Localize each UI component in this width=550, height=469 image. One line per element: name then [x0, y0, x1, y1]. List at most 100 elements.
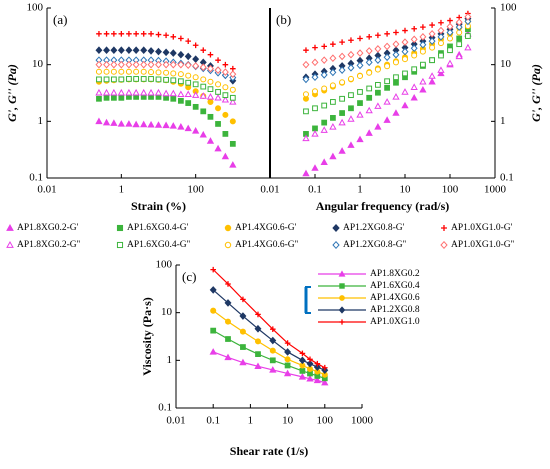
y-tick-label: 0.1: [158, 402, 172, 414]
marker: [169, 89, 177, 97]
marker: [339, 39, 345, 45]
marker: [210, 307, 217, 314]
marker: [392, 109, 400, 116]
marker: [401, 56, 409, 63]
marker: [229, 86, 236, 93]
marker: [221, 152, 230, 160]
marker: [103, 94, 110, 101]
marker: [170, 95, 177, 102]
marker: [455, 18, 463, 27]
marker: [366, 69, 373, 76]
marker: [255, 351, 261, 358]
marker: [155, 69, 162, 76]
legend-marker: [332, 240, 340, 250]
marker: [240, 344, 246, 350]
marker: [207, 51, 214, 58]
marker: [177, 78, 184, 85]
marker: [357, 35, 363, 42]
marker: [428, 72, 436, 79]
line: [212, 289, 326, 371]
marker: [222, 84, 229, 91]
x-tick-label: 1: [119, 184, 125, 196]
marker: [329, 82, 336, 89]
marker: [206, 93, 215, 100]
x-tick-label: 0.1: [206, 415, 220, 427]
marker: [221, 68, 229, 76]
marker: [410, 44, 418, 53]
x-tick-label: 0.01: [166, 415, 185, 427]
marker: [110, 88, 118, 96]
marker: [229, 161, 237, 168]
marker: [155, 47, 162, 56]
marker: [133, 68, 140, 75]
marker: [410, 93, 418, 101]
marker: [456, 41, 463, 48]
x-tick-label: 1000: [351, 415, 374, 427]
marker: [229, 70, 237, 78]
marker: [154, 88, 163, 96]
y-tick-label: 10: [500, 58, 512, 70]
marker: [177, 122, 185, 130]
legend-label: AP1.8XG0.2-G': [17, 223, 79, 233]
marker: [154, 121, 163, 128]
marker: [184, 90, 192, 98]
marker: [133, 76, 140, 82]
marker: [330, 41, 336, 47]
marker: [117, 60, 125, 69]
marker: [184, 52, 192, 61]
marker: [366, 34, 372, 40]
marker: [140, 60, 148, 69]
marker: [132, 120, 140, 128]
marker: [177, 97, 184, 104]
legend-label: AP1.2XG0.8-G'': [343, 240, 406, 250]
marker: [366, 85, 373, 92]
marker: [306, 374, 314, 382]
marker: [419, 85, 427, 93]
marker: [96, 31, 102, 37]
marker: [338, 66, 346, 74]
marker: [102, 118, 111, 126]
marker: [356, 111, 364, 118]
marker: [411, 25, 417, 32]
marker: [321, 119, 328, 126]
marker: [117, 88, 125, 96]
marker: [215, 57, 221, 63]
marker: [365, 129, 373, 136]
panel-label: (c): [182, 269, 196, 284]
marker: [302, 134, 310, 142]
marker: [420, 24, 426, 30]
marker: [383, 98, 391, 105]
marker: [447, 47, 453, 54]
marker: [365, 58, 373, 67]
marker: [401, 47, 409, 56]
marker: [147, 88, 155, 96]
panel-label: (a): [53, 12, 67, 27]
marker: [320, 71, 328, 79]
x-tick-label: 1: [357, 184, 363, 196]
marker: [132, 46, 140, 55]
marker: [209, 286, 217, 294]
marker: [446, 35, 454, 42]
marker: [207, 86, 214, 93]
marker: [284, 356, 291, 363]
marker: [347, 50, 355, 59]
marker: [284, 340, 291, 346]
legend-marker: [6, 240, 14, 248]
marker: [311, 88, 319, 95]
marker: [169, 122, 177, 129]
marker: [147, 60, 155, 69]
marker: [215, 121, 221, 127]
marker: [392, 93, 400, 100]
marker: [222, 131, 229, 137]
marker: [221, 95, 230, 103]
marker: [155, 31, 162, 38]
marker: [437, 26, 445, 35]
x-axis-title: Strain (%): [131, 199, 186, 213]
marker: [185, 72, 192, 79]
marker: [199, 63, 207, 72]
marker: [126, 31, 132, 37]
marker: [446, 22, 454, 31]
marker: [446, 59, 454, 67]
marker: [393, 79, 399, 86]
marker: [311, 73, 319, 82]
